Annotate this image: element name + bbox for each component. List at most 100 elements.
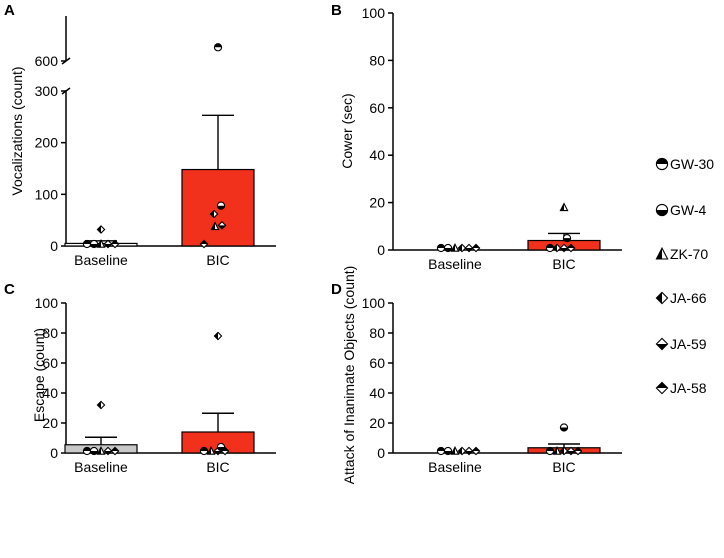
- data-point: [216, 442, 226, 452]
- data-point: [82, 446, 92, 456]
- legend-label: JA-58: [670, 380, 707, 396]
- data-point: [566, 243, 576, 253]
- data-point: [552, 243, 562, 253]
- data-point: [89, 446, 99, 456]
- legend-item: JA-66: [655, 288, 707, 308]
- y-tick-label: 80: [369, 325, 385, 341]
- y-tick-label: 80: [42, 325, 58, 341]
- y-tick-label: 40: [42, 385, 58, 401]
- data-point: [471, 243, 481, 253]
- data-point: [110, 446, 120, 456]
- x-tick-label: Baseline: [74, 459, 128, 475]
- data-point: [216, 201, 226, 210]
- data-point: [209, 209, 219, 219]
- y-axis-label: Attack of Inanimate Objects (count): [341, 266, 357, 485]
- data-point: [457, 243, 467, 253]
- data-point: [96, 446, 106, 455]
- data-point: [443, 243, 453, 253]
- x-tick-label: BIC: [552, 256, 575, 272]
- data-point: [443, 446, 453, 456]
- y-tick-label: 0: [377, 445, 385, 461]
- circle-bottom-half-icon: [655, 203, 669, 217]
- legend-label: JA-66: [670, 290, 707, 306]
- legend-item: GW-30: [655, 154, 714, 174]
- data-point: [559, 243, 569, 253]
- y-tick-label: 40: [369, 385, 385, 401]
- data-point: [110, 239, 120, 249]
- y-tick-label: 80: [369, 52, 385, 68]
- legend-label: ZK-70: [670, 246, 709, 262]
- legend-label: GW-30: [670, 156, 715, 172]
- legend-label: GW-4: [670, 202, 707, 218]
- legend-item: JA-58: [655, 378, 707, 398]
- data-point: [464, 446, 474, 456]
- x-tick-label: BIC: [206, 459, 229, 475]
- data-point: [457, 446, 467, 456]
- data-point: [217, 220, 227, 230]
- y-tick-label: 20: [369, 195, 385, 211]
- data-point: [103, 446, 113, 456]
- y-tick-label: 60: [42, 355, 58, 371]
- x-tick-label: Baseline: [428, 459, 482, 475]
- y-tick-label: 100: [362, 295, 386, 311]
- legend-item: ZK-70: [655, 244, 708, 264]
- panel-c: 0 20 40 60 80 100 Escape (count) C Baseline BIC: [4, 281, 276, 475]
- data-point: [82, 239, 92, 249]
- x-tick-label: Baseline: [428, 256, 482, 272]
- y-tick-label: 0: [377, 242, 385, 258]
- data-point: [450, 243, 460, 252]
- x-tick-label: BIC: [552, 459, 575, 475]
- y-tick-label: 100: [35, 186, 59, 202]
- data-point: [450, 446, 460, 455]
- data-point: [552, 446, 562, 455]
- legend-item: JA-59: [655, 334, 707, 354]
- data-point: [566, 446, 576, 456]
- data-point: [545, 243, 555, 253]
- y-tick-label: 60: [369, 355, 385, 371]
- data-point: [96, 239, 106, 248]
- data-point: [210, 221, 220, 231]
- panel-d: 0 20 40 60 80 100 Attack of Inanimate Objects …: [331, 266, 622, 485]
- data-point: [436, 446, 446, 456]
- panel-letter: A: [4, 2, 15, 19]
- panel-letter: B: [331, 2, 342, 19]
- y-tick-label: 600: [35, 53, 59, 69]
- y-tick-label: 300: [35, 83, 59, 99]
- diamond-top-half-icon: [655, 381, 669, 395]
- data-point: [103, 239, 113, 249]
- data-point: [559, 446, 569, 456]
- data-point: [96, 400, 106, 410]
- data-point: [545, 446, 555, 456]
- panel-letter: D: [331, 281, 342, 298]
- data-point: [471, 446, 481, 456]
- data-point: [199, 446, 209, 456]
- x-tick-label: Baseline: [74, 252, 128, 268]
- data-point: [213, 43, 223, 52]
- legend-label: JA-59: [670, 336, 707, 352]
- y-tick-label: 0: [50, 238, 58, 254]
- panel-letter: C: [4, 281, 15, 298]
- y-tick-label: 60: [369, 100, 385, 116]
- data-point: [206, 446, 216, 455]
- data-point: [96, 225, 106, 234]
- data-point: [89, 239, 99, 249]
- panel-a: 0 100 200 300 600 Vocalizations (count) A Basel…: [4, 2, 276, 268]
- circle-top-half-icon: [655, 157, 669, 171]
- data-point: [559, 202, 569, 212]
- y-axis-label: Vocalizations (count): [9, 66, 25, 195]
- y-tick-label: 100: [362, 5, 386, 21]
- y-tick-label: 200: [35, 135, 59, 151]
- legend-item: GW-4: [655, 200, 706, 220]
- y-tick-label: 0: [50, 445, 58, 461]
- y-tick-label: 20: [369, 415, 385, 431]
- data-point: [562, 233, 572, 243]
- diamond-left-half-icon: [655, 291, 669, 305]
- data-point: [436, 243, 446, 253]
- triangle-left-half-icon: [655, 247, 669, 260]
- diamond-bottom-half-icon: [655, 337, 669, 351]
- y-axis-label: Escape (count): [31, 328, 47, 422]
- data-point: [559, 423, 569, 432]
- x-tick-label: BIC: [206, 252, 229, 268]
- data-point: [573, 446, 583, 456]
